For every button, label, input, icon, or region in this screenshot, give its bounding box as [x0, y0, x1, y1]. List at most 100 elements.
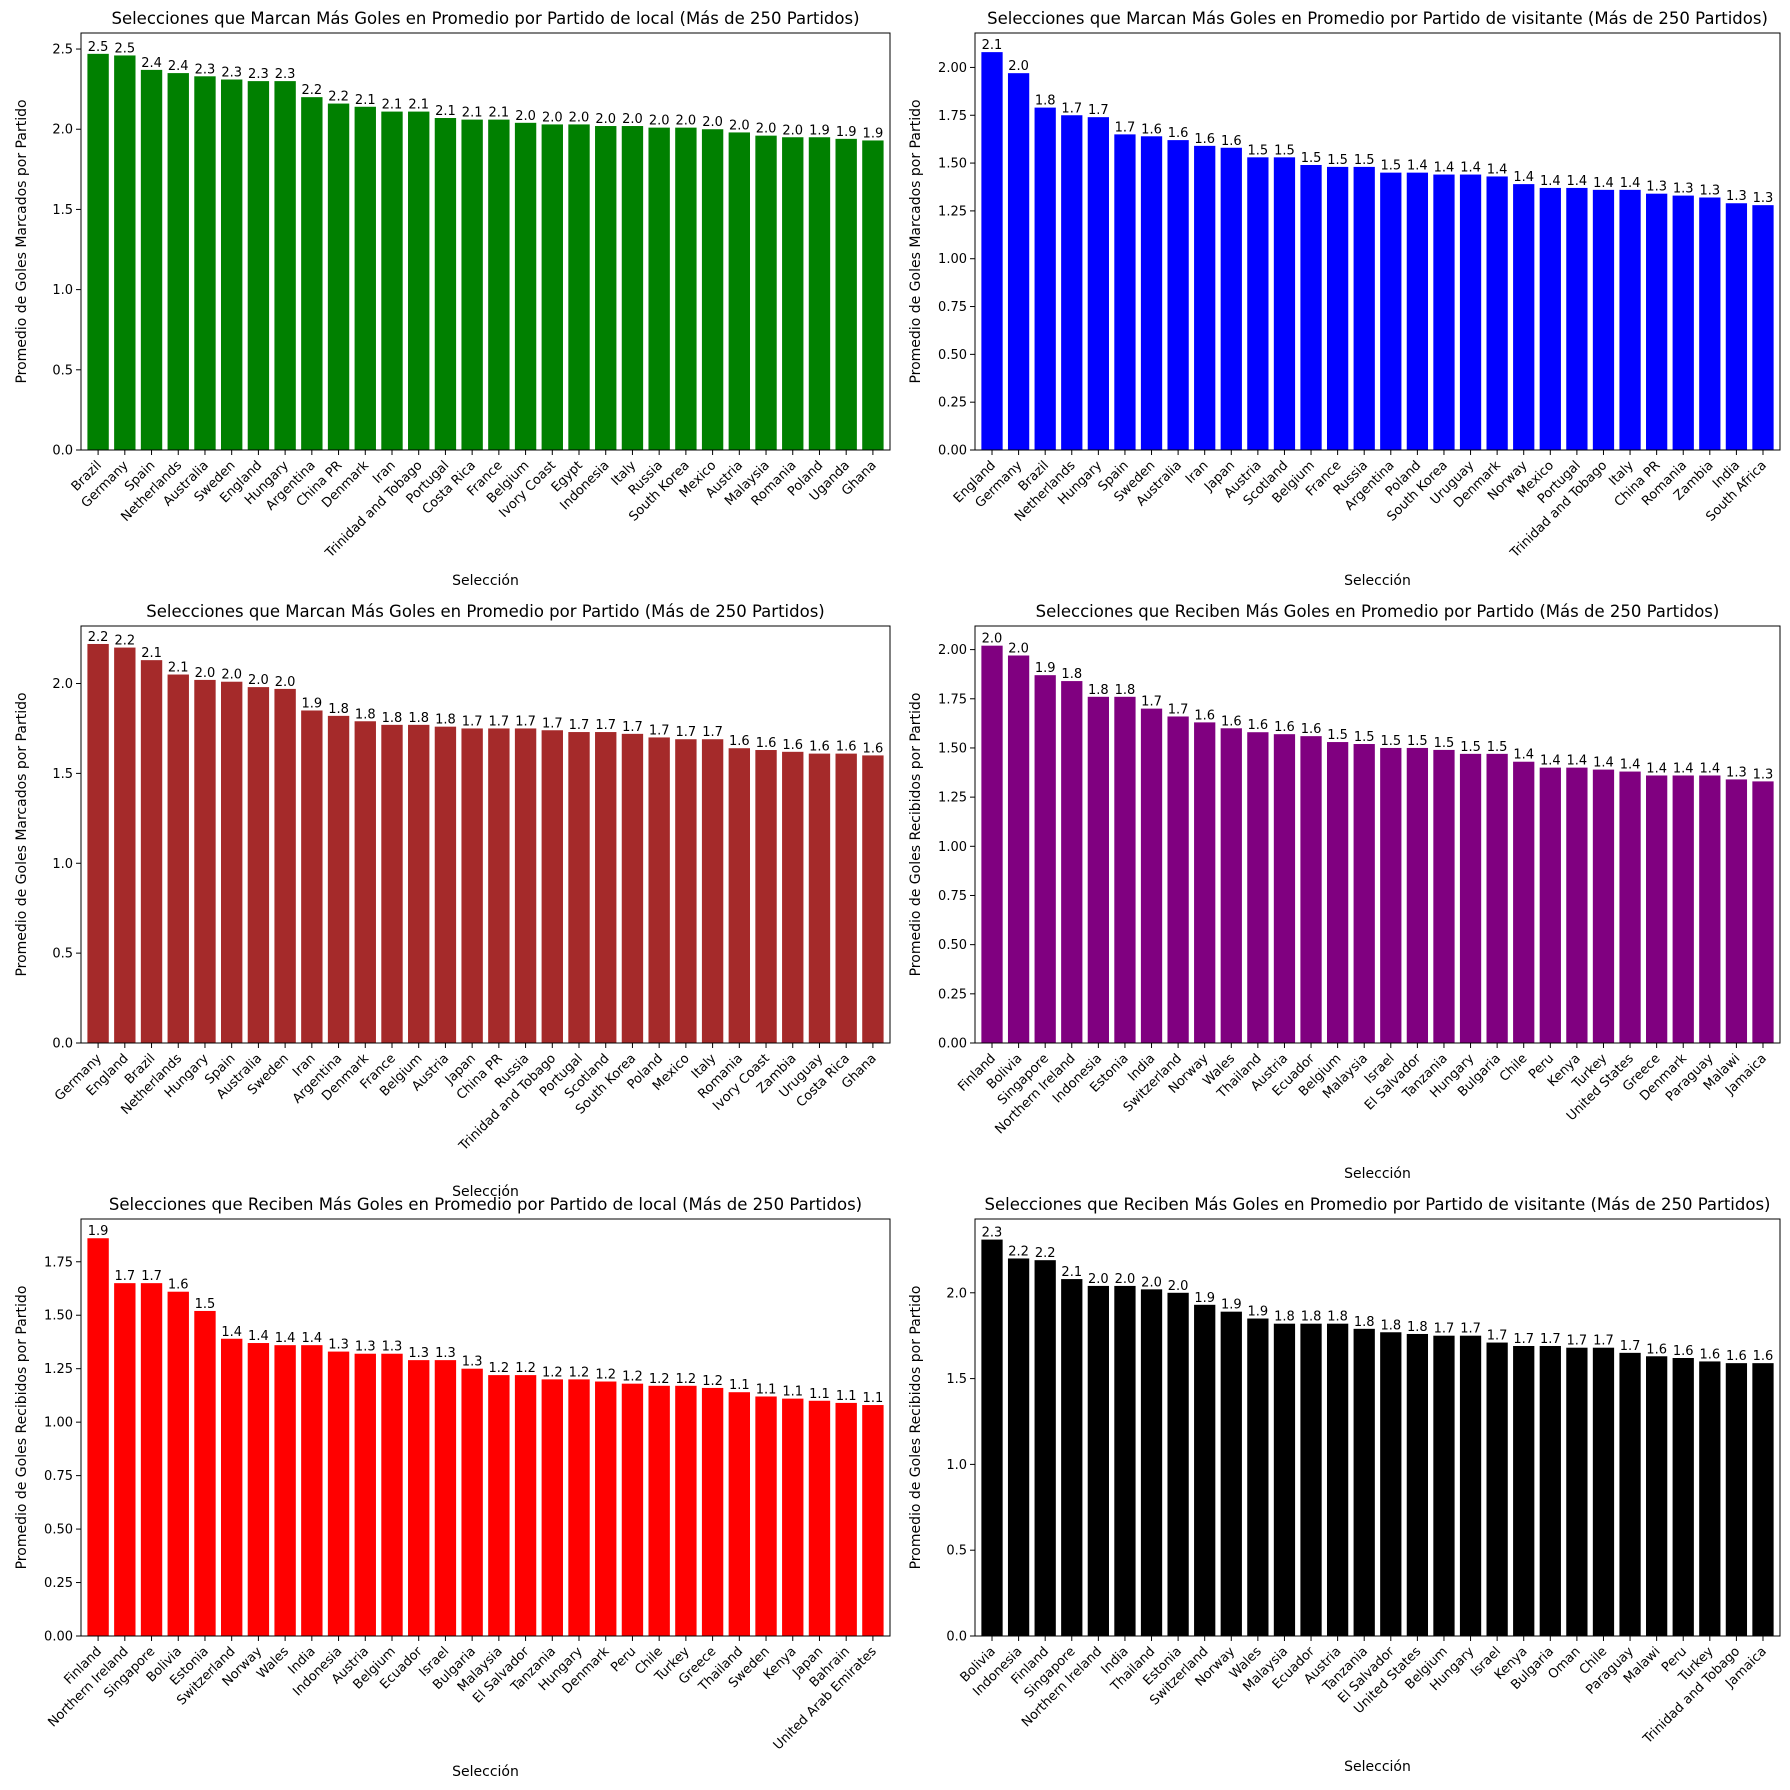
bar [327, 103, 350, 451]
chart-title: Selecciones que Reciben Más Goles en Pro… [985, 1195, 1771, 1214]
bar [247, 1343, 270, 1636]
data-label: 1.5 [1487, 740, 1508, 755]
data-label: 2.5 [88, 40, 109, 55]
chart-title: Selecciones que Marcan Más Goles en Prom… [146, 602, 824, 621]
bar [167, 1291, 189, 1636]
data-label: 1.6 [168, 1278, 189, 1293]
bar [1114, 696, 1136, 1043]
bar [1326, 1323, 1349, 1636]
bar [1380, 747, 1402, 1043]
bar [1619, 189, 1641, 450]
bar [1167, 1292, 1189, 1636]
plot-frame [80, 1218, 891, 1637]
data-label: 2.1 [462, 106, 483, 121]
data-label: 1.3 [1699, 184, 1720, 199]
bar [1699, 197, 1721, 450]
data-label: 1.4 [1513, 748, 1534, 763]
y-tick-label: 1.50 [44, 1309, 73, 1324]
data-label: 1.3 [1726, 765, 1747, 780]
bar [1539, 187, 1561, 450]
y-tick-label: 1.75 [44, 1255, 73, 1270]
data-label: 2.0 [221, 668, 242, 683]
data-label: 2.0 [756, 122, 777, 137]
bar [381, 724, 403, 1043]
bar [1513, 1345, 1535, 1636]
x-axis-label: Selección [452, 1764, 519, 1780]
y-tick-label: 2.0 [52, 677, 73, 692]
bar [1326, 166, 1349, 450]
y-tick-label: 1.0 [52, 283, 73, 298]
y-tick-label: 1.25 [938, 204, 967, 219]
data-label: 2.1 [1061, 1265, 1082, 1280]
bar [1459, 1335, 1482, 1636]
data-label: 1.4 [301, 1331, 322, 1346]
plot-frame [974, 625, 1781, 1044]
chart-title: Selecciones que Marcan Más Goles en Prom… [111, 9, 859, 28]
bar [675, 127, 697, 450]
bar [1566, 767, 1588, 1043]
chart-title: Selecciones que Marcan Más Goles en Prom… [987, 9, 1768, 28]
bar [728, 1392, 751, 1636]
bar [568, 124, 590, 451]
bar [1513, 761, 1535, 1043]
bar [782, 1398, 804, 1636]
y-tick-label: 2.0 [52, 123, 73, 138]
bar [701, 739, 724, 1043]
data-label: 1.3 [1646, 180, 1667, 195]
data-label: 1.7 [1061, 101, 1082, 116]
data-label: 1.8 [1115, 683, 1136, 698]
y-tick-label: 0.25 [938, 987, 967, 1002]
bar [488, 728, 510, 1043]
data-label: 1.8 [408, 711, 429, 726]
data-label: 1.5 [1434, 736, 1455, 751]
bar [981, 1239, 1003, 1636]
bar [621, 733, 644, 1043]
y-tick-label: 1.75 [938, 692, 967, 707]
data-label: 1.2 [649, 1372, 670, 1387]
data-label: 1.4 [1593, 756, 1614, 771]
data-label: 2.0 [729, 118, 750, 133]
data-label: 2.5 [114, 41, 135, 56]
data-label: 1.9 [1221, 1298, 1242, 1313]
bar [220, 79, 243, 450]
bar [1247, 732, 1269, 1043]
bar [247, 81, 270, 450]
y-axis-label: Promedio de Goles Marcados por Partido [14, 692, 30, 976]
data-label: 1.9 [863, 126, 884, 141]
data-label: 2.3 [195, 62, 216, 77]
bar [114, 1283, 136, 1636]
data-label: 2.3 [982, 1226, 1003, 1241]
chart-panel-2: Selecciones que Marcan Más Goles en Prom… [908, 9, 1781, 589]
data-label: 1.9 [301, 696, 322, 711]
data-label: 1.3 [408, 1346, 429, 1361]
data-label: 1.4 [1646, 761, 1667, 776]
data-label: 1.4 [248, 1329, 269, 1344]
bar [1140, 708, 1163, 1043]
bar [1247, 157, 1269, 450]
bar [755, 750, 777, 1043]
chart-panel-6: Selecciones que Reciben Más Goles en Pro… [908, 1195, 1781, 1775]
bar [1061, 681, 1083, 1043]
bar [1087, 696, 1109, 1043]
data-label: 1.4 [1460, 161, 1481, 176]
data-label: 1.7 [1088, 103, 1109, 118]
bar [1699, 775, 1721, 1043]
data-label: 1.8 [435, 713, 456, 728]
bar [755, 135, 777, 450]
data-label: 2.2 [88, 630, 109, 645]
bar [981, 52, 1003, 450]
bar [301, 1345, 323, 1636]
data-label: 1.7 [595, 718, 616, 733]
data-label: 1.7 [114, 1269, 135, 1284]
data-label: 1.6 [809, 740, 830, 755]
bar [114, 55, 136, 450]
bar [514, 1375, 537, 1636]
bar [1300, 736, 1322, 1043]
bar [114, 647, 136, 1043]
data-label: 2.2 [301, 83, 322, 98]
y-tick-label: 0.75 [938, 300, 967, 315]
data-label: 2.0 [275, 675, 296, 690]
bar [381, 111, 403, 450]
bar [434, 118, 457, 450]
data-label: 1.7 [1434, 1322, 1455, 1337]
